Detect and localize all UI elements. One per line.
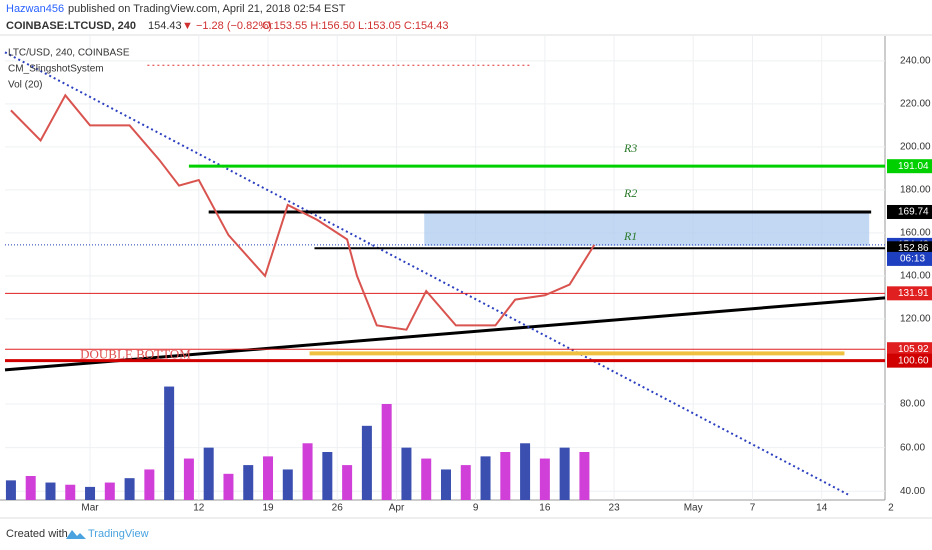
price-label: 152.86 (898, 243, 929, 254)
y-tick-label: 120.00 (900, 314, 931, 325)
countdown: 06:13 (900, 254, 925, 265)
last-price: 154.43 (148, 20, 182, 32)
y-tick-label: 180.00 (900, 185, 931, 196)
volume-bar (579, 452, 590, 500)
volume-bar (124, 478, 135, 500)
footer-created: Created with (6, 528, 68, 540)
volume-bar (539, 458, 550, 500)
x-tick-label: 9 (473, 503, 479, 514)
legend-entry: CM_SlingshotSystem (8, 64, 104, 75)
trendline (4, 51, 850, 497)
volume-bar (104, 482, 115, 500)
legend-entry: Vol (20) (8, 80, 42, 91)
legend-entry: LTC/USD, 240, COINBASE (8, 48, 130, 59)
price-line (10, 93, 596, 331)
volume-bar (25, 476, 36, 500)
trendline (4, 296, 886, 372)
ohlc: O:153.55 H:156.50 L:153.05 C:154.43 (262, 20, 449, 32)
x-tick-label: Apr (389, 503, 405, 514)
volume-tick-label: 80.00 (900, 399, 925, 410)
published: published on TradingView.com, April 21, … (68, 3, 346, 15)
price-label-bg (887, 204, 932, 219)
x-tick-label: 12 (193, 503, 205, 514)
y-tick-label: 200.00 (900, 142, 931, 153)
volume-bar (65, 484, 76, 500)
volume-bar (282, 469, 293, 500)
x-tick-label: 2 (888, 503, 894, 514)
volume-bar (183, 458, 194, 500)
price-label-bg (887, 241, 932, 256)
x-tick-label: 23 (609, 503, 621, 514)
price-label: 105.92 (898, 344, 929, 355)
volume-tick-label: 40.00 (900, 486, 925, 497)
volume-bar (520, 443, 531, 500)
price-label: 131.91 (898, 288, 929, 299)
volume-bar (203, 447, 214, 500)
x-tick-label: 7 (750, 503, 756, 514)
volume-bar (342, 465, 353, 500)
volume-bar (460, 465, 471, 500)
volume-bar (401, 447, 412, 500)
change: ▼ −1.28 (−0.82%) (182, 20, 272, 32)
price-label-bg (887, 342, 932, 357)
y-tick-label: 160.00 (900, 228, 931, 239)
volume-tick-label: 60.00 (900, 442, 925, 453)
volume-bar (500, 452, 511, 500)
price-label: 191.04 (898, 161, 929, 172)
x-tick-label: 26 (332, 503, 344, 514)
x-tick-label: May (684, 503, 703, 514)
volume-bar (559, 447, 570, 500)
volume-bar (381, 404, 392, 500)
volume-bar (440, 469, 451, 500)
price-label: 100.60 (898, 355, 929, 366)
volume-bar (263, 456, 274, 500)
annotation: R2 (623, 186, 637, 200)
symbol: COINBASE:LTCUSD, 240 (6, 20, 136, 32)
volume-bar (302, 443, 313, 500)
x-tick-label: 19 (262, 503, 274, 514)
volume-bar (223, 473, 234, 500)
volume-bar (322, 452, 333, 500)
x-tick-label: Mar (81, 503, 99, 514)
y-tick-label: 220.00 (900, 99, 931, 110)
volume-bar (5, 480, 16, 500)
volume-bar (45, 482, 56, 500)
tv-logo (66, 530, 86, 539)
annotation: R3 (623, 141, 637, 155)
volume-bar (144, 469, 155, 500)
volume-bar (85, 486, 96, 500)
footer-brand[interactable]: TradingView (88, 528, 149, 540)
volume-bar (243, 465, 254, 500)
y-tick-label: 240.00 (900, 56, 931, 67)
x-tick-label: 16 (539, 503, 551, 514)
annotation: DOUBLE BOTTOM (80, 346, 191, 361)
annotation: R1 (623, 229, 637, 243)
x-tick-label: 14 (816, 503, 828, 514)
volume-bar (164, 386, 175, 500)
price-label-bg (887, 286, 932, 301)
price-label: 169.74 (898, 207, 929, 218)
price-label-bg (887, 159, 932, 174)
volume-bar (421, 458, 432, 500)
resistance-zone (424, 212, 870, 246)
y-tick-label: 140.00 (900, 271, 931, 282)
countdown-bg (887, 251, 932, 266)
price-label-bg (887, 353, 932, 368)
publisher[interactable]: Hazwan456 (6, 3, 64, 15)
volume-bar (361, 425, 372, 500)
volume-bar (480, 456, 491, 500)
